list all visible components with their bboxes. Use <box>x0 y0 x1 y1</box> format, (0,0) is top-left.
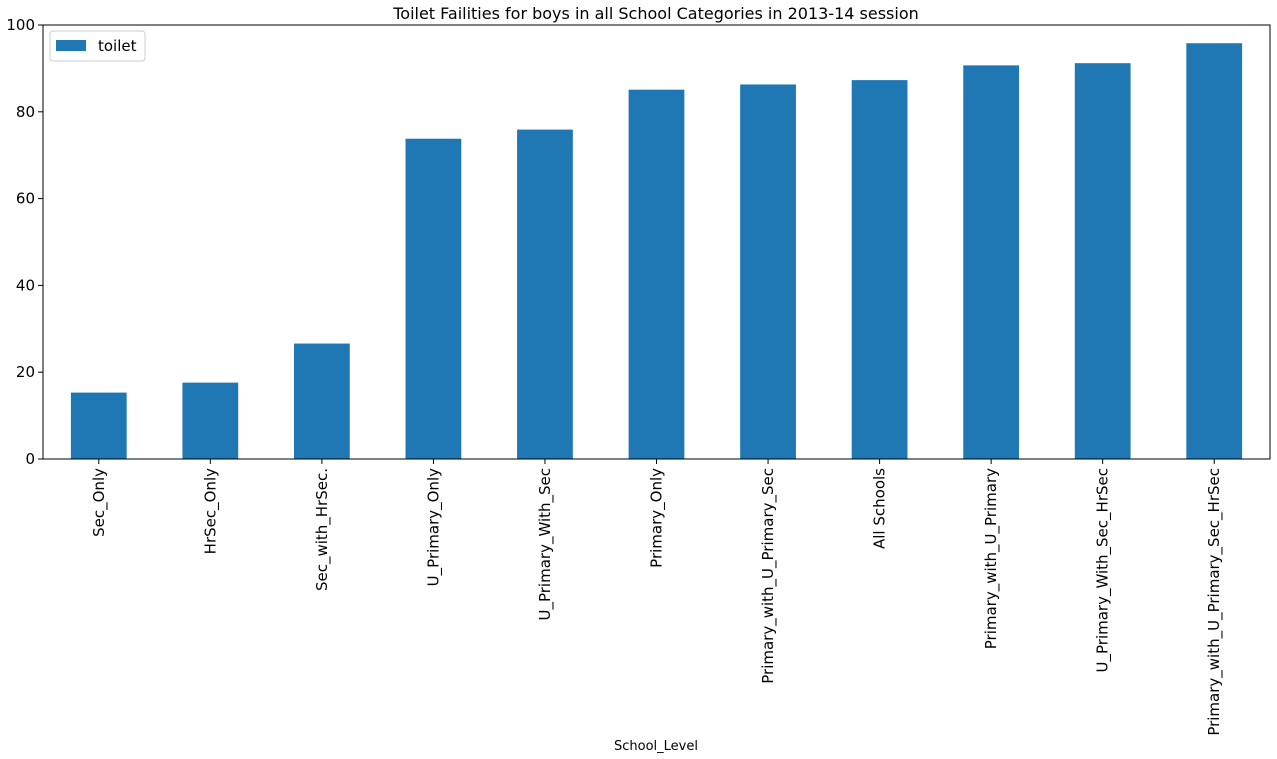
bar-3 <box>405 138 462 459</box>
bar-10 <box>1186 43 1243 459</box>
legend-label: toilet <box>98 37 137 55</box>
x-axis: Sec_Only HrSec_Only Sec_with_HrSec. U_Prima… <box>90 459 1224 736</box>
x-tick-label: Sec_with_HrSec. <box>313 468 332 591</box>
x-tick-label: Primary_with_U_Primary_Sec_HrSec <box>1205 468 1224 736</box>
bar-1 <box>182 382 239 459</box>
x-tick-label: U_Primary_Only <box>424 468 443 586</box>
y-tick-label: 60 <box>16 190 35 208</box>
x-tick-label: HrSec_Only <box>201 468 220 554</box>
y-tick-label: 0 <box>25 450 35 468</box>
bars-layer <box>70 43 1243 460</box>
x-tick-label: Primary_with_U_Primary_Sec <box>759 468 778 684</box>
legend[interactable]: toilet <box>49 30 146 62</box>
bar-4 <box>517 129 573 459</box>
x-axis-label: School_Level <box>614 739 698 754</box>
x-tick-label: U_Primary_With_Sec <box>536 468 555 621</box>
y-tick-label: 100 <box>6 16 35 34</box>
y-tick-label: 80 <box>16 103 35 121</box>
legend-swatch <box>56 40 86 51</box>
bar-5 <box>628 89 685 460</box>
bar-7 <box>851 80 908 460</box>
x-tick-label: All Schools <box>871 468 889 549</box>
bar-6 <box>740 84 796 460</box>
bar-9 <box>1074 63 1131 459</box>
x-tick-label: U_Primary_With_Sec_HrSec <box>1094 468 1113 672</box>
x-tick-label: Primary_Only <box>648 468 667 568</box>
bar-8 <box>963 65 1020 460</box>
plot-frame <box>42 24 1271 460</box>
x-tick-label: Sec_Only <box>90 468 109 537</box>
legend-box <box>49 30 146 62</box>
y-tick-label: 40 <box>16 276 35 294</box>
bar-0 <box>70 392 127 459</box>
x-tick-label: Primary_with_U_Primary <box>982 468 1001 649</box>
bar-2 <box>293 343 350 459</box>
y-axis: 0 20 40 60 80 100 <box>6 16 43 468</box>
y-tick-label: 20 <box>16 363 35 381</box>
chart-title: Toilet Failities for boys in all School … <box>392 4 919 23</box>
